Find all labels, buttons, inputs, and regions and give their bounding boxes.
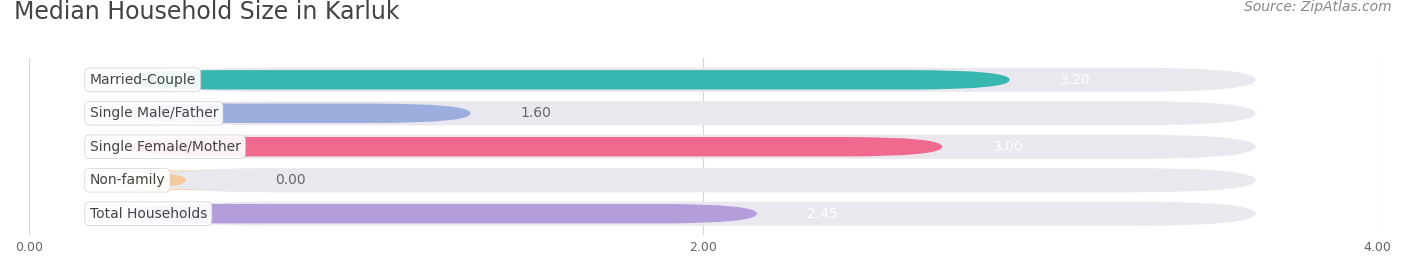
Text: 2.45: 2.45 [807,207,838,221]
Text: Single Female/Mother: Single Female/Mother [90,140,240,154]
FancyBboxPatch shape [150,68,1256,92]
FancyBboxPatch shape [150,168,1256,192]
Text: Median Household Size in Karluk: Median Household Size in Karluk [14,0,399,24]
Text: 0.00: 0.00 [274,173,305,187]
FancyBboxPatch shape [127,104,471,123]
FancyBboxPatch shape [127,137,942,157]
FancyBboxPatch shape [127,70,1010,90]
Text: 3.00: 3.00 [993,140,1024,154]
FancyBboxPatch shape [150,135,1256,159]
Text: 1.60: 1.60 [520,106,551,120]
Text: Single Male/Father: Single Male/Father [90,106,218,120]
FancyBboxPatch shape [150,202,1256,226]
Text: Married-Couple: Married-Couple [90,73,195,87]
FancyBboxPatch shape [89,171,225,190]
FancyBboxPatch shape [150,101,1256,125]
Text: Non-family: Non-family [90,173,166,187]
Text: Source: ZipAtlas.com: Source: ZipAtlas.com [1244,0,1392,14]
Text: 3.20: 3.20 [1060,73,1091,87]
Text: Total Households: Total Households [90,207,207,221]
FancyBboxPatch shape [127,204,756,223]
